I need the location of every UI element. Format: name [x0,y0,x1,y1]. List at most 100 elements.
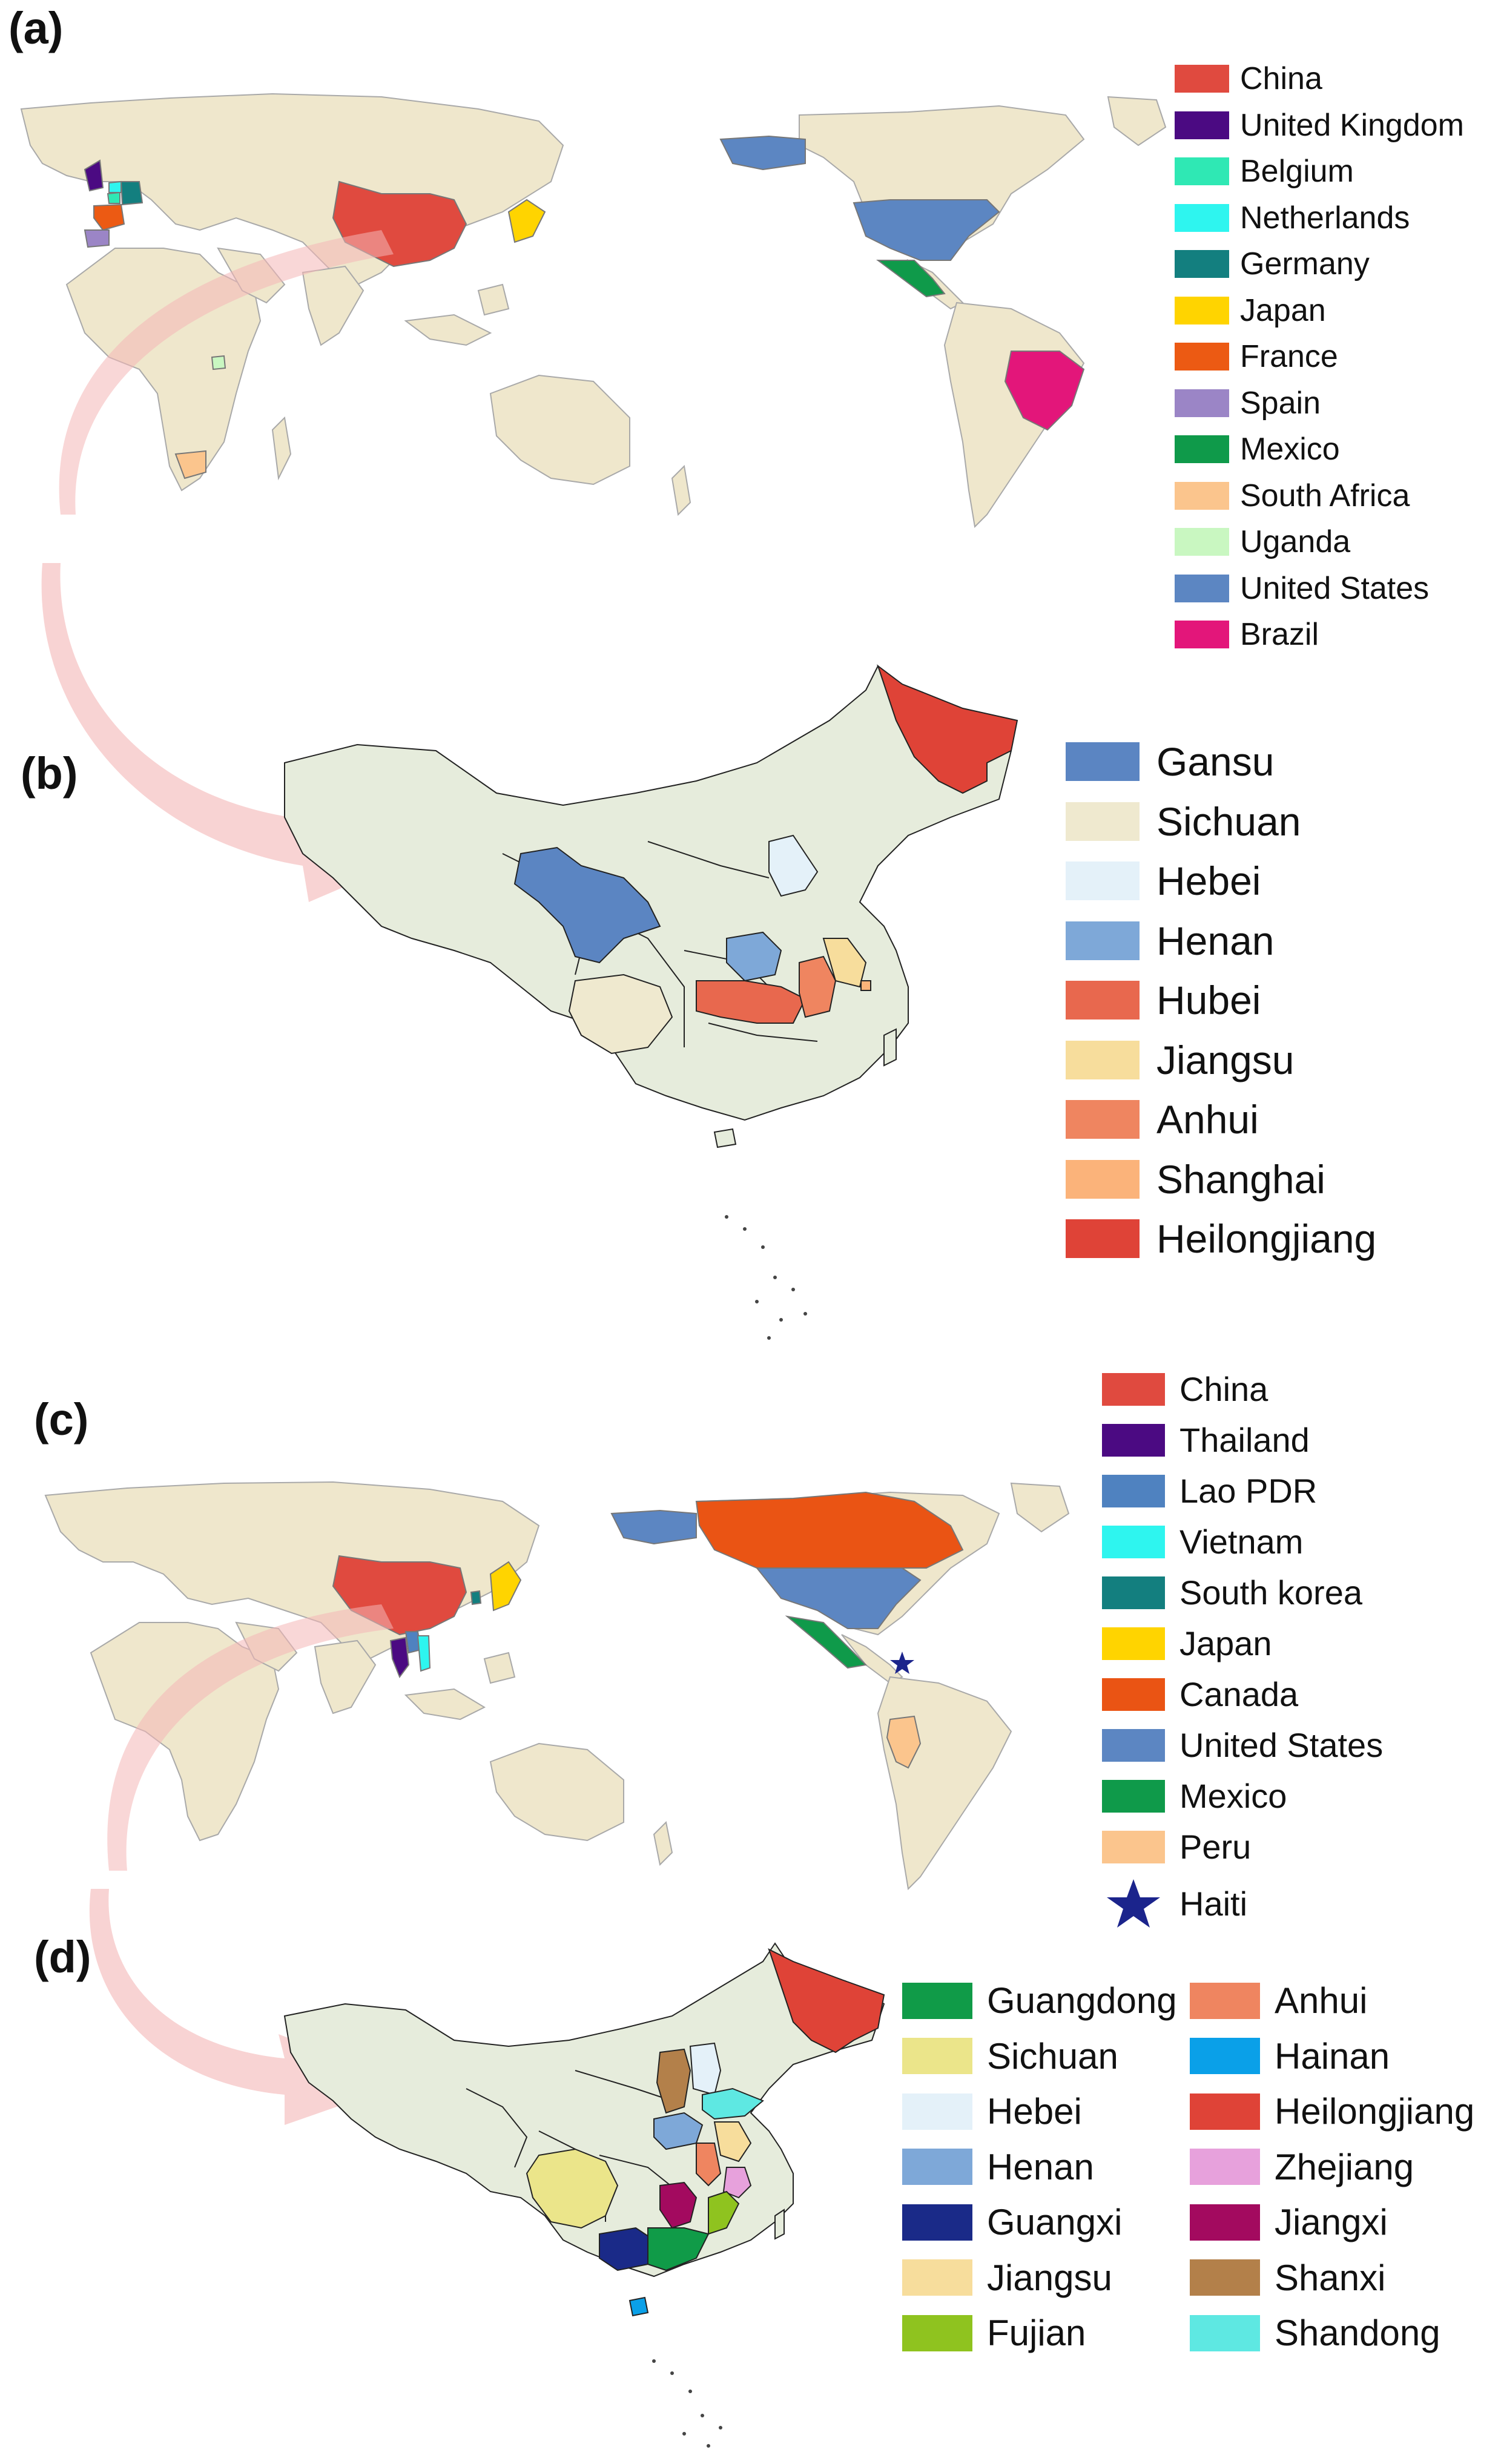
legend-swatch [902,1982,972,2019]
legend-swatch [1066,921,1140,960]
south-korea-region [470,1590,482,1606]
legend-label: United States [1179,1726,1384,1764]
china-map-b [41,563,1018,1340]
legend-label: Canada [1179,1675,1299,1713]
legend-label: Hebei [1156,858,1261,903]
legend-swatch [1102,1779,1165,1813]
legend-item: United States [1102,1725,1383,1765]
guangxi-region [599,2227,655,2271]
legend-swatch [1066,1100,1140,1139]
legend-label: Thailand [1179,1421,1310,1459]
legend-label: Japan [1179,1624,1272,1662]
legend-swatch [1175,528,1229,556]
panel-label-c: (c) [34,1394,89,1444]
legend-item: Sichuan [1066,799,1301,845]
japan-region-c [489,1561,522,1612]
legend-item: Hebei [1066,858,1261,904]
legend-item: Peru [1102,1827,1251,1866]
legend-label: Sichuan [987,2035,1118,2077]
sichuan-region [568,973,673,1055]
legend-label: Zhejiang [1275,2146,1414,2187]
legend-label: Germany [1240,246,1370,282]
shandong-region [702,2087,764,2120]
legend-label: Mexico [1240,432,1340,467]
legend-swatch [1102,1525,1165,1558]
legend-swatch [1190,2314,1260,2351]
legend-item: Fujian [902,2312,1086,2354]
legend-item: Anhui [1190,1980,1367,2021]
legend-item: Jiangsu [902,2257,1112,2299]
legend-item: Hebei [902,2090,1082,2132]
legend-label: Henan [1156,918,1275,963]
legend-label: Shandong [1275,2313,1440,2353]
legend-item: Japan [1102,1624,1272,1663]
legend-label: Anhui [1275,1980,1368,2021]
legend-item: Haiti [1102,1878,1247,1929]
legend-item: Shandong [1190,2312,1440,2354]
peru-region [886,1715,922,1769]
legend-swatch [1066,861,1140,900]
japan-region [507,199,546,243]
jiangxi-region [659,2181,698,2229]
brazil-region [1004,351,1085,431]
legend-item: Shanxi [1190,2257,1385,2299]
legend-item: Sichuan [902,2035,1118,2077]
legend-swatch [1175,481,1229,510]
hubei-region [696,980,807,1024]
legend-swatch [1066,1040,1140,1079]
legend-label: Peru [1179,1828,1252,1866]
legend-label: Hebei [987,2091,1082,2132]
netherlands-region [108,180,122,193]
hebei-region-d [689,2042,722,2096]
legend-label: Sichuan [1156,799,1301,844]
thailand-region [389,1636,410,1679]
legend-item: Shanghai [1066,1156,1325,1202]
uganda-region [211,355,226,371]
zhejiang-region [722,2167,752,2199]
legend-label: Uganda [1240,524,1351,559]
sichuan-region-d [526,2148,619,2229]
legend-label: Jiangxi [1275,2202,1388,2242]
legend-swatch [1102,1474,1165,1507]
legend-label: Heilongjiang [1156,1216,1377,1261]
legend-swatch [1175,65,1229,93]
legend-item: Brazil [1175,616,1319,653]
legend-item: United States [1175,570,1429,607]
legend-swatch [1190,2259,1260,2296]
legend-label: Shanxi [1275,2257,1386,2298]
legend-label: Belgium [1240,154,1354,189]
legend-label: France [1240,339,1338,374]
legend-swatch [1102,1678,1165,1711]
legend-item: Thailand [1102,1420,1310,1460]
australia-landmass [489,374,630,486]
legend-label: Japan [1240,292,1326,328]
legend-swatch [1175,157,1229,185]
legend-swatch [902,2038,972,2074]
anhui-region [799,955,837,1018]
mexico-region-c [785,1615,868,1669]
legend-label: Vietnam [1179,1523,1304,1561]
legend-swatch [1190,2149,1260,2185]
south-africa-region [174,450,206,479]
hebei-region [768,834,819,897]
united-states-region [853,199,1000,261]
shanghai-region [860,980,871,991]
sea-islands [404,314,492,346]
legend-item: Jiangxi [1190,2201,1388,2243]
legend-swatch [1102,1728,1165,1762]
guangdong-region [647,2227,710,2271]
china-outline [284,665,1012,1121]
legend-item: Zhejiang [1190,2146,1414,2188]
gansu-region [513,846,661,964]
zoom-arrow-c [107,1604,394,1871]
china-map-d [89,1889,885,2448]
legend-label: Gansu [1156,739,1275,784]
united-kingdom-region [84,159,104,192]
world-map-c [44,1481,1070,1891]
legend-label: Guangdong [987,1980,1177,2021]
france-region [93,203,125,231]
legend-label: Brazil [1240,617,1319,652]
legend-label: Hubei [1156,978,1261,1023]
legend-item: South Africa [1175,478,1410,514]
legend-item: Gansu [1066,739,1274,785]
